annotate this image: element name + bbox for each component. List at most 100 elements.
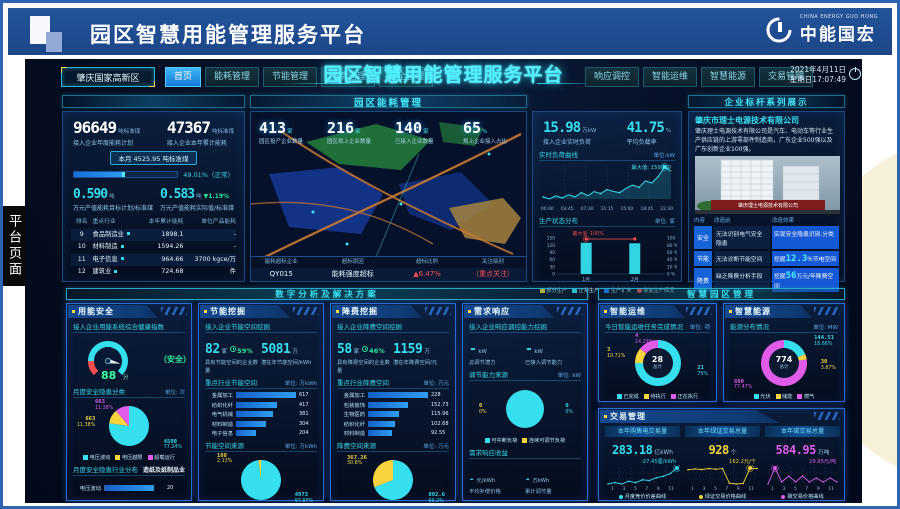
x-tick: 3 bbox=[622, 487, 626, 492]
legend-label: 电压越限 bbox=[121, 455, 143, 461]
pie-label: 21 75% bbox=[697, 365, 708, 377]
hbar-row-电气机械: 电气机械 381 bbox=[205, 411, 317, 418]
power-icon[interactable] bbox=[849, 67, 861, 80]
hbar-value: 102.68 bbox=[431, 420, 449, 427]
x-tick: 03:45 bbox=[560, 207, 574, 212]
x-tick: 9 bbox=[736, 487, 740, 492]
progress-track bbox=[73, 170, 179, 178]
nav-tab-right-2[interactable]: 智慧能源 bbox=[701, 67, 756, 87]
trade-mini-chart[interactable] bbox=[605, 465, 680, 487]
panel-energy-safety: 用能安全 接入企业用能系统综合健康指数 88 分 （安全） 月度安全隐患分类 单位… bbox=[66, 303, 192, 501]
hazard-pie-chart[interactable]: 4500 77.24% 663 11.38% 663 11.38% bbox=[73, 399, 185, 452]
sub-title: 调节能力来源 bbox=[469, 371, 508, 379]
load-curve-chart[interactable] bbox=[539, 163, 675, 203]
legend-item-燃气[interactable]: 燃气 bbox=[797, 393, 814, 400]
pie-label: 30 3.87% bbox=[820, 359, 836, 371]
nav-tab-left-4[interactable]: 安全管理 bbox=[379, 67, 434, 87]
ticker-col-header: 关注级别 bbox=[481, 259, 504, 265]
stat-companies: 82 家 59% 具有节能空间的企业数量 bbox=[205, 342, 258, 374]
ticker-col-header: 能耗超标企业 bbox=[264, 259, 298, 265]
pie-label: 0 0% bbox=[479, 403, 487, 415]
legend-item-可中断负荷[interactable]: 可中断负荷 bbox=[484, 437, 517, 444]
industry-label: 造纸及纸制品业 bbox=[142, 467, 185, 474]
legend-label: 正在执行 bbox=[677, 394, 699, 400]
legend-item-正在执行[interactable]: 正在执行 bbox=[670, 393, 699, 400]
legend-swatch bbox=[83, 455, 89, 460]
panel-header: 智能运维 bbox=[600, 305, 715, 318]
trade-legend[interactable]: 月度竞价价差曲线 bbox=[605, 493, 680, 500]
trade-legend[interactable]: 碳交易价格曲线 bbox=[765, 493, 840, 500]
hbar-row-金属加工: 金属加工 617 bbox=[205, 392, 317, 399]
legend-item-电压越限[interactable]: 电压越限 bbox=[115, 454, 143, 461]
legend-swatch bbox=[643, 394, 649, 399]
saving-source-pie[interactable]: 4973 97.87% 108 2.13% bbox=[205, 453, 317, 506]
energy-distribution-donut[interactable]: 774 总计 144.51 18.66% 30 3.87% 600 77.47% bbox=[730, 335, 838, 391]
income-item-1: - 万kWh 累计调节量 bbox=[525, 475, 552, 495]
legend-swatch bbox=[484, 438, 490, 443]
x-tick: 11 bbox=[668, 487, 674, 492]
nav-tab-left-0[interactable]: 首页 bbox=[165, 67, 202, 87]
cell: 9 bbox=[79, 230, 84, 238]
legend-item-超载运行[interactable]: 超载运行 bbox=[147, 454, 175, 461]
legend-item-光伏[interactable]: 光伏 bbox=[753, 393, 771, 400]
cost-source-pie[interactable]: 802.6 69.2% 367.26 30.8% bbox=[337, 454, 449, 506]
trade-card-value: 584.95 万吨 bbox=[775, 443, 830, 457]
om-task-donut[interactable]: 28 总计 21 75% 3 10.71% 4 14.29% bbox=[605, 333, 710, 391]
panel-park-map: 413家 园区投产企业数量 216家 园区规上企业数量 140家 已接入企业数量 65% 规上… bbox=[250, 111, 527, 282]
legend-item-已完成[interactable]: 已完成 bbox=[616, 393, 639, 400]
hbar-label: 电子信息 bbox=[211, 431, 233, 437]
side-tab-platform-page[interactable]: 平台页面 bbox=[2, 206, 25, 286]
legend-swatch bbox=[670, 394, 676, 399]
stat-caption: 平均负载率 bbox=[626, 139, 657, 146]
table-row[interactable]: 10 材料制造 1594.26 - bbox=[71, 241, 236, 254]
stripes-decoration bbox=[814, 307, 840, 315]
trade-mini-chart[interactable] bbox=[685, 465, 760, 487]
ticker-col-header: 超标比例 bbox=[415, 259, 438, 265]
col-header: 内容 bbox=[694, 218, 706, 224]
legend-item-电压波动[interactable]: 电压波动 bbox=[83, 454, 110, 461]
svg-text:80 %: 80 % bbox=[667, 243, 677, 249]
sub-title: 月度安全隐患分类 bbox=[73, 388, 125, 396]
hbar-track bbox=[104, 484, 164, 491]
stripes-decoration bbox=[557, 307, 583, 315]
region-selector[interactable]: 肇庆国家高新区 bbox=[61, 67, 155, 87]
trade-legend[interactable]: 绿证交易价格曲线 bbox=[685, 493, 760, 500]
ticker-col-header: 超标原因 bbox=[341, 259, 364, 265]
trade-card-value: 283.18 亿kWh bbox=[612, 443, 673, 457]
hbar-value: 204 bbox=[299, 430, 309, 436]
table-row[interactable]: 11 电子信息 964.66 3700 kgce/万件 bbox=[71, 253, 236, 275]
nav-tab-right-0[interactable]: 响应调控 bbox=[585, 67, 640, 87]
x-tick: 5 bbox=[633, 487, 637, 492]
table-row[interactable]: 9 食品制造业 1898.1 - bbox=[71, 228, 236, 241]
legend-item-连续可调节负荷[interactable]: 连续可调节负荷 bbox=[522, 437, 565, 444]
sub-title: 接入企业用能系统综合健康指数 bbox=[73, 323, 164, 331]
stat-total-potential: - kW 总调节潜力 bbox=[469, 342, 496, 366]
nav-tab-right-3[interactable]: 交易管理 bbox=[759, 67, 814, 87]
nav-tab-left-3[interactable]: 降费管理 bbox=[321, 67, 376, 87]
x-tick: 7 bbox=[645, 487, 649, 492]
ticker-row[interactable]: QY015 能耗强度超标 ▲6.47% （重点关注） bbox=[251, 268, 526, 281]
hbar-value: 417 bbox=[299, 401, 309, 408]
legend-swatch bbox=[753, 394, 759, 399]
col-header: 本年累计能耗 bbox=[148, 219, 184, 225]
trade-mini-chart[interactable] bbox=[765, 465, 840, 487]
legend-item-待执行[interactable]: 待执行 bbox=[643, 393, 666, 400]
hbar-track bbox=[368, 420, 428, 427]
cell: 10 bbox=[77, 243, 86, 250]
legend-item-储能[interactable]: 储能 bbox=[775, 393, 792, 400]
park-map[interactable] bbox=[251, 112, 526, 281]
before-cell: 无法诊断节能空间 bbox=[714, 251, 770, 266]
pie-svg bbox=[634, 340, 681, 386]
nav-tab-left-1[interactable]: 能耗管理 bbox=[205, 67, 260, 87]
nav-tab-left-2[interactable]: 节能管理 bbox=[263, 67, 318, 87]
load-x-ticks: 00:00 03:45 07:30 11:15 15:00 18:45 22:30 bbox=[541, 207, 673, 212]
legend-swatch bbox=[775, 394, 781, 399]
table-row[interactable]: 12 建筑业 724.68 - bbox=[71, 266, 236, 279]
nav-tab-right-1[interactable]: 智能运维 bbox=[643, 67, 698, 87]
hbar-track bbox=[368, 401, 428, 408]
row-indicator-dot bbox=[120, 244, 124, 248]
stripes-decoration bbox=[686, 307, 712, 315]
capability-source-pie[interactable]: 0 0% 0 0% bbox=[469, 383, 581, 435]
sub-title: 接入企业降费空间挖掘 bbox=[337, 323, 402, 331]
